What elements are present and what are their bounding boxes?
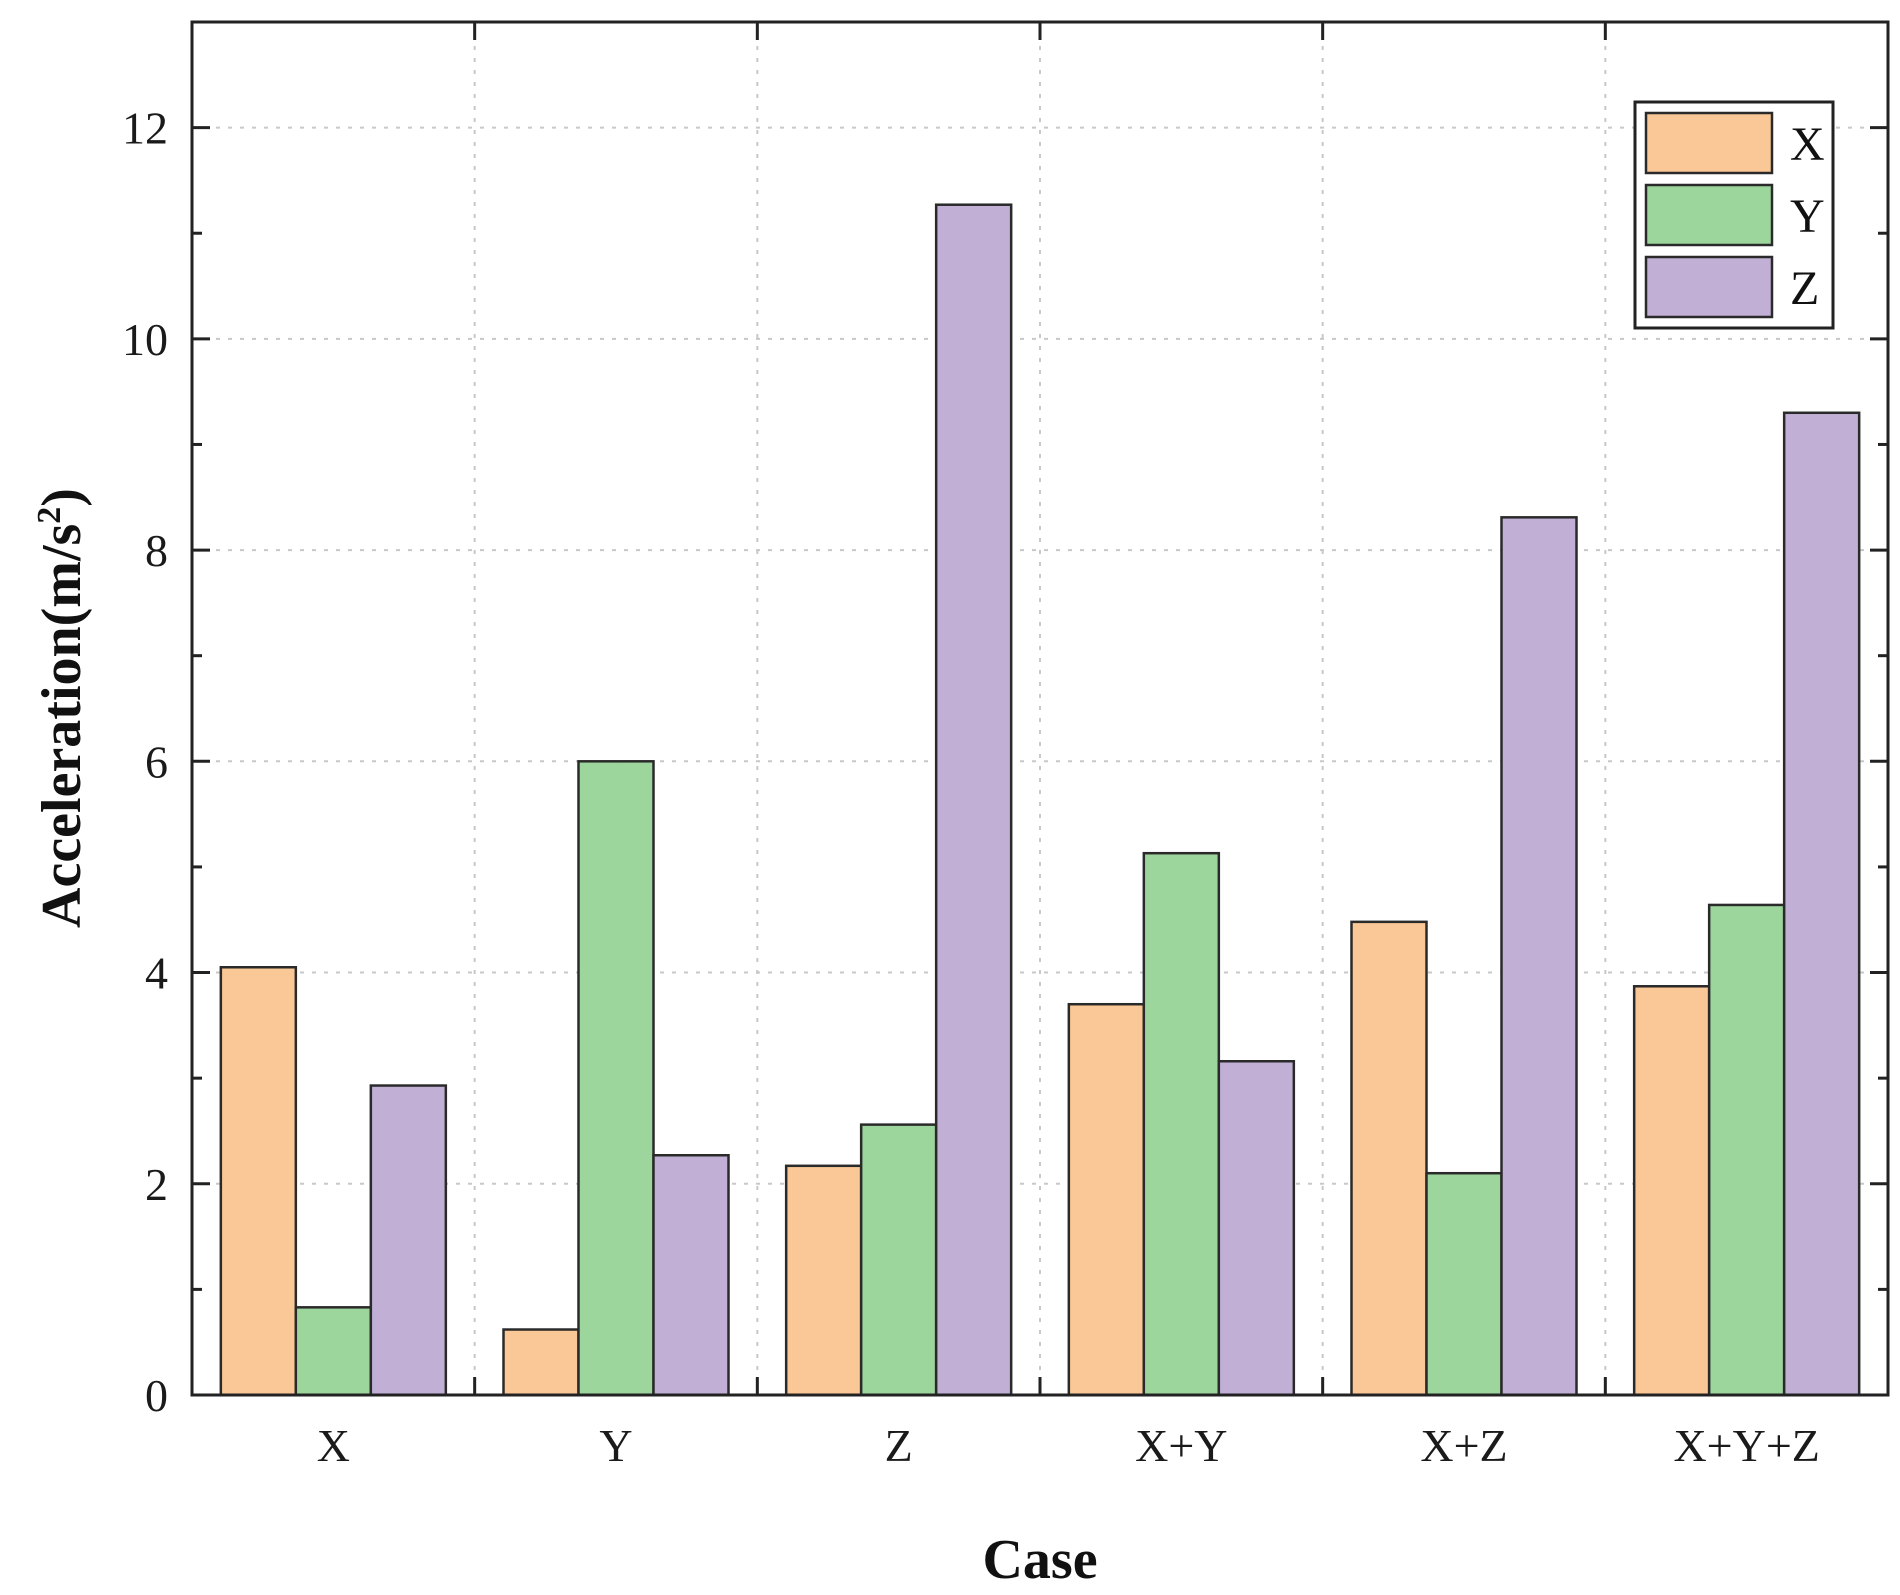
bar-z-x-plus-z <box>1500 516 1578 1397</box>
x-tick-label: X <box>317 1420 350 1471</box>
bar-x-x <box>219 966 298 1397</box>
bar-x-x-plus-z <box>1350 920 1428 1397</box>
bar-y-x-plus-y-plus-z <box>1707 903 1786 1397</box>
bar-y-y <box>577 760 655 1397</box>
bar-z-x <box>369 1084 448 1397</box>
grid-lines <box>192 22 1888 1395</box>
bar-z-z <box>934 203 1013 1397</box>
axis-ticks <box>192 22 1888 1397</box>
bar-x-x-plus-y-plus-z <box>1632 985 1711 1397</box>
legend: XYZ <box>1633 100 1835 330</box>
y-axis-title-main: Acceleration(m/s <box>31 524 93 928</box>
legend-swatch-z <box>1644 255 1774 319</box>
y-tick-labels: 0 2 4 6 8 10 12 <box>122 103 168 1421</box>
legend-label-y: Y <box>1790 190 1825 243</box>
x-tick-label: X+Z <box>1420 1420 1507 1471</box>
x-tick-label: Y <box>599 1420 632 1471</box>
bar-y-z <box>859 1123 938 1397</box>
y-tick-label: 12 <box>122 103 168 154</box>
bars <box>219 203 1861 1397</box>
legend-label-z: Z <box>1790 262 1819 315</box>
y-tick-label: 8 <box>145 525 168 576</box>
bar-z-x-plus-y <box>1217 1060 1296 1397</box>
y-tick-label: 0 <box>145 1370 168 1421</box>
y-tick-label: 2 <box>145 1159 168 1210</box>
x-tick-label: X+Y+Z <box>1673 1420 1819 1471</box>
y-axis-title-sup: 2 <box>31 507 68 524</box>
bar-y-x-plus-y <box>1142 851 1221 1397</box>
legend-swatch-x <box>1644 111 1774 175</box>
bar-x-z <box>784 1164 863 1397</box>
bar-z-x-plus-y-plus-z <box>1782 411 1861 1397</box>
legend-label-x: X <box>1790 118 1825 171</box>
y-axis-title-end: ) <box>31 488 93 507</box>
x-tick-label: Z <box>885 1420 913 1471</box>
legend-swatch-y <box>1644 183 1774 247</box>
y-tick-label: 10 <box>122 314 168 365</box>
bar-x-y <box>502 1328 580 1397</box>
bar-y-x <box>294 1306 373 1397</box>
y-axis-title: Acceleration(m/s2) <box>31 488 93 928</box>
x-tick-label: X+Y <box>1135 1420 1227 1471</box>
y-tick-label: 6 <box>145 736 168 787</box>
y-tick-label: 4 <box>145 948 168 999</box>
bar-y-x-plus-z <box>1425 1171 1503 1397</box>
bar-x-x-plus-y <box>1067 1002 1146 1397</box>
x-tick-labels: X Y Z X+Y X+Z X+Y+Z <box>317 1420 1820 1471</box>
x-axis-title: Case <box>982 1529 1097 1591</box>
bar-z-y <box>652 1154 730 1397</box>
